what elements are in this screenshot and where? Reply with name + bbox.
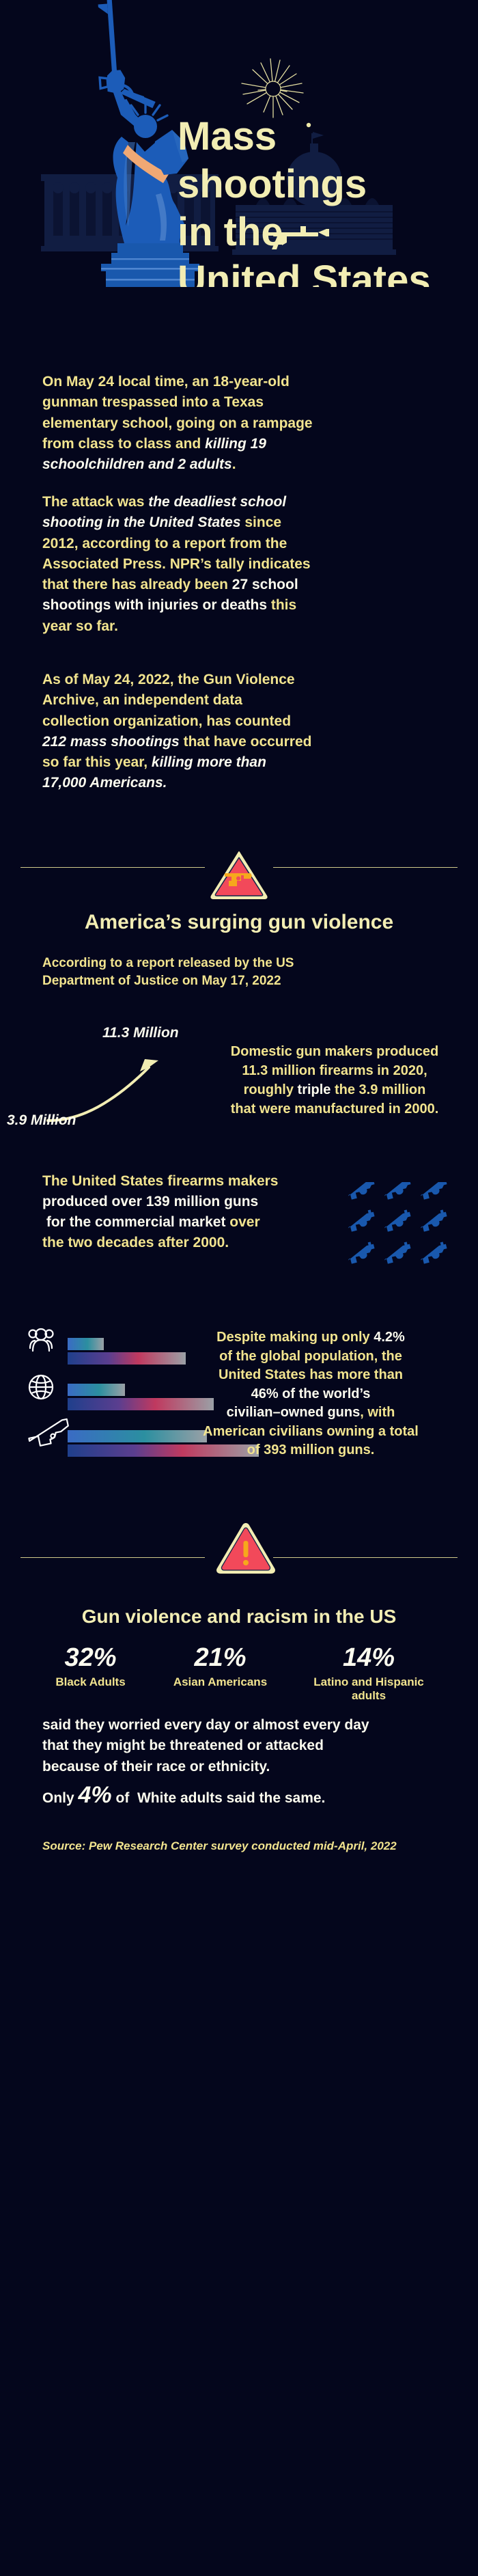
svg-text:in the: in the bbox=[178, 210, 283, 254]
svg-text:shootings: shootings bbox=[178, 162, 367, 206]
svg-text:United States: United States bbox=[178, 258, 431, 287]
svg-text:Mass: Mass bbox=[178, 114, 277, 159]
